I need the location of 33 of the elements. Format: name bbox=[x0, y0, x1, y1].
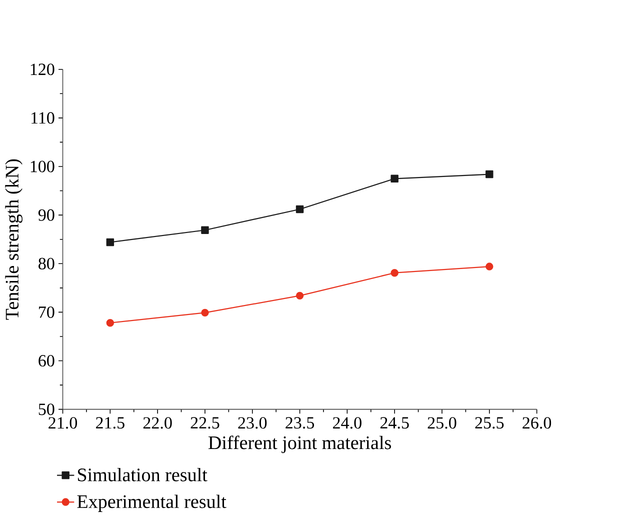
point bbox=[296, 292, 304, 300]
x-tick-label: 24.5 bbox=[380, 417, 409, 429]
x-tick-label: 23.5 bbox=[286, 417, 314, 429]
x-tick-label: 25.5 bbox=[475, 417, 504, 429]
y-tick-label: 90 bbox=[38, 209, 54, 221]
point bbox=[390, 268, 398, 277]
point bbox=[106, 238, 114, 246]
legend-label: Simulation result bbox=[78, 468, 208, 482]
y-axis-title: Tensile strength (kN) bbox=[5, 159, 22, 320]
y-tick-label: 60 bbox=[38, 355, 54, 367]
point bbox=[296, 205, 304, 214]
y-tick-label: 100 bbox=[30, 160, 54, 172]
x-tick-label: 22.0 bbox=[143, 417, 172, 429]
x-tick-label: 26.0 bbox=[522, 417, 552, 429]
point bbox=[486, 262, 494, 270]
y-tick-label: 50 bbox=[38, 404, 54, 416]
x-axis-title: Different joint materials bbox=[208, 436, 391, 454]
legend-label: Experimental result bbox=[77, 494, 226, 512]
point bbox=[201, 226, 209, 234]
point bbox=[486, 170, 494, 178]
x-tick-label: 22.5 bbox=[190, 417, 220, 429]
y-tick-label: 120 bbox=[30, 64, 54, 76]
y-tick-label: 70 bbox=[39, 306, 54, 318]
x-tick-label: 25.0 bbox=[428, 417, 456, 429]
x-tick-label: 21.0 bbox=[48, 417, 78, 429]
y-tick-label: 110 bbox=[32, 112, 54, 124]
x-tick-label: 24.0 bbox=[333, 417, 362, 429]
point bbox=[106, 319, 114, 327]
point bbox=[201, 308, 209, 317]
x-tick-label: 21.5 bbox=[96, 417, 124, 429]
point bbox=[390, 174, 398, 182]
x-tick-label: 23.0 bbox=[238, 417, 267, 429]
y-tick-label: 80 bbox=[38, 258, 54, 270]
